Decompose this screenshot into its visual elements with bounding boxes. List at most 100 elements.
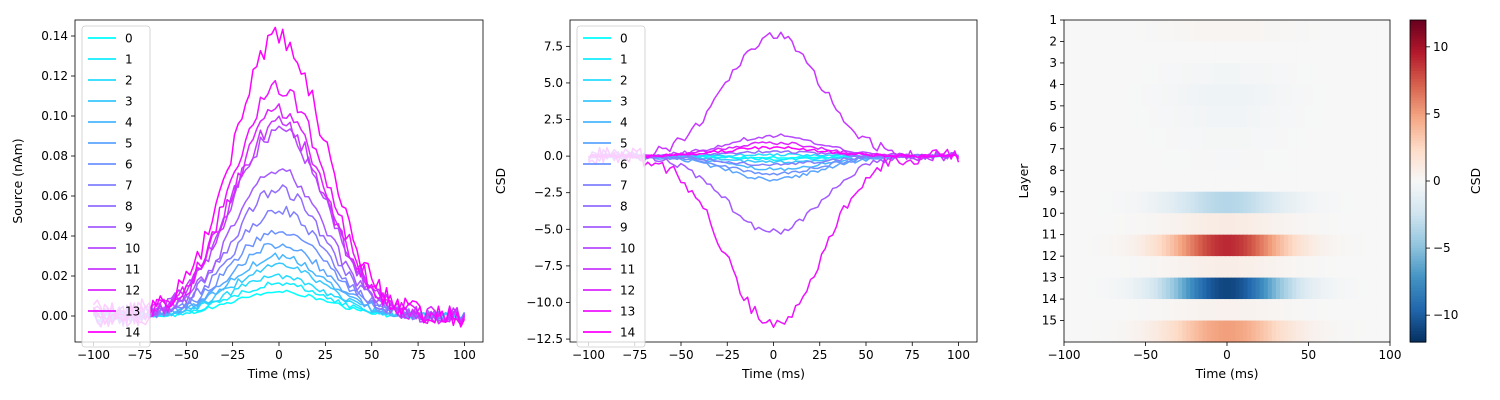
heatmap-cell — [1308, 41, 1314, 64]
heatmap-cell — [1072, 148, 1077, 171]
heatmap-cell — [1218, 20, 1224, 43]
heatmap-cell — [1341, 299, 1346, 322]
heatmap-cell — [1381, 299, 1387, 322]
legend-label: 8 — [125, 200, 133, 214]
heatmap-cell — [1235, 41, 1240, 64]
heatmap-cell — [1353, 256, 1358, 279]
colorbar-step — [1410, 301, 1426, 306]
heatmap-cell — [1121, 213, 1126, 236]
legend-label: 11 — [620, 263, 635, 277]
colorbar-step — [1410, 113, 1426, 118]
heatmap-cell — [1349, 191, 1354, 214]
heatmap-cell — [1206, 213, 1212, 236]
heatmap-cell — [1271, 234, 1277, 257]
heatmap-cell — [1247, 41, 1253, 64]
heatmap-cell — [1157, 20, 1163, 43]
colorbar-step — [1410, 312, 1426, 316]
heatmap-cell — [1239, 256, 1244, 279]
heatmap-cell — [1247, 320, 1253, 343]
heatmap-row-5 — [1064, 105, 1391, 128]
heatmap-cell — [1381, 105, 1387, 128]
heatmap-cell — [1121, 170, 1126, 193]
heatmap-cell — [1320, 256, 1326, 279]
heatmap-cell — [1121, 84, 1126, 107]
heatmap-cell — [1288, 191, 1293, 214]
heatmap-cell — [1076, 256, 1081, 279]
heatmap-cell — [1084, 41, 1090, 64]
y-tick-label: 2 — [1049, 34, 1057, 48]
heatmap-cell — [1235, 213, 1240, 236]
heatmap-cell — [1092, 148, 1098, 171]
legend-label: 8 — [620, 200, 628, 214]
heatmap-cell — [1137, 105, 1143, 128]
colorbar-step — [1410, 280, 1426, 284]
legend-label: 14 — [125, 326, 140, 340]
y-tick-label: 12 — [1042, 249, 1057, 263]
y-tick-label: 7.5 — [544, 39, 563, 53]
heatmap-cell — [1328, 148, 1334, 171]
heatmap-cell — [1104, 234, 1110, 257]
heatmap-cell — [1296, 148, 1301, 171]
heatmap-cell — [1165, 170, 1171, 193]
y-axis-label: Layer — [1016, 163, 1031, 199]
heatmap-cell — [1116, 105, 1122, 128]
colorbar-step — [1410, 167, 1426, 171]
heatmap-cell — [1141, 234, 1147, 257]
heatmap-cell — [1064, 20, 1069, 43]
heatmap-cell — [1324, 148, 1330, 171]
heatmap-cell — [1133, 105, 1138, 128]
heatmap-cell — [1361, 277, 1367, 300]
heatmap-cell — [1259, 62, 1265, 85]
heatmap-cell — [1361, 170, 1367, 193]
heatmap-cell — [1312, 299, 1318, 322]
heatmap-cell — [1149, 213, 1155, 236]
heatmap-cell — [1190, 148, 1195, 171]
heatmap-cell — [1259, 191, 1265, 214]
y-tick-label: 5.0 — [544, 76, 563, 90]
heatmap-cell — [1345, 127, 1350, 150]
heatmap-cell — [1214, 170, 1220, 193]
heatmap-cell — [1288, 148, 1293, 171]
heatmap-cell — [1337, 127, 1342, 150]
heatmap-cell — [1320, 84, 1326, 107]
heatmap-cell — [1231, 41, 1236, 64]
y-tick-label: 0.12 — [41, 69, 68, 83]
heatmap-cell — [1275, 41, 1281, 64]
heatmap-cell — [1108, 170, 1114, 193]
heatmap-cell — [1149, 127, 1155, 150]
colorbar-step — [1410, 258, 1426, 263]
heatmap-cell — [1080, 148, 1085, 171]
heatmap-cell — [1068, 127, 1073, 150]
heatmap-cell — [1239, 170, 1244, 193]
heatmap-cell — [1304, 320, 1310, 343]
heatmap-cell — [1108, 277, 1114, 300]
heatmap-cell — [1316, 170, 1322, 193]
heatmap-cell — [1369, 234, 1375, 257]
heatmap-cell — [1247, 299, 1253, 322]
heatmap-cell — [1137, 256, 1143, 279]
heatmap-cell — [1296, 20, 1301, 43]
heatmap-cell — [1353, 127, 1358, 150]
heatmap-cell — [1169, 62, 1175, 85]
heatmap-cell — [1353, 41, 1358, 64]
heatmap-cell — [1194, 320, 1200, 343]
heatmap-cell — [1239, 41, 1244, 64]
heatmap-cell — [1284, 299, 1289, 322]
heatmap-cell — [1247, 256, 1253, 279]
heatmap-cell — [1182, 62, 1187, 85]
heatmap-cell — [1324, 277, 1330, 300]
heatmap-cell — [1361, 41, 1367, 64]
heatmap-cell — [1271, 62, 1277, 85]
heatmap-cell — [1353, 213, 1358, 236]
heatmap-cell — [1284, 20, 1289, 43]
heatmap-cell — [1255, 213, 1261, 236]
heatmap-cell — [1186, 277, 1191, 300]
heatmap-cell — [1080, 20, 1085, 43]
heatmap-cell — [1169, 148, 1175, 171]
colorbar-step — [1410, 156, 1426, 161]
heatmap-cell — [1235, 62, 1240, 85]
heatmap-cell — [1353, 277, 1358, 300]
